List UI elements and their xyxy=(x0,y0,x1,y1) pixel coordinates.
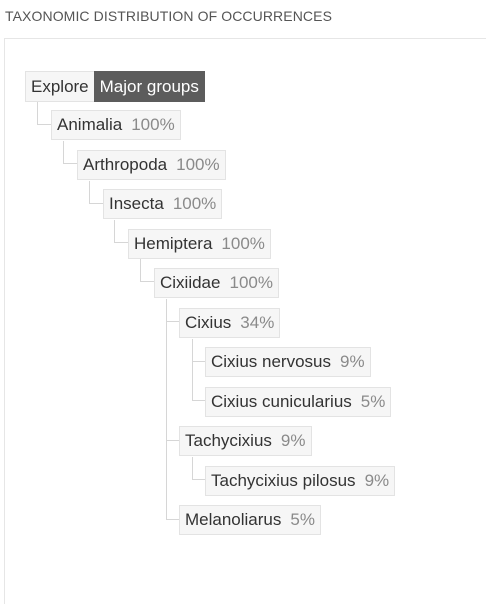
tree-connector xyxy=(192,479,206,480)
taxon-name: Insecta xyxy=(109,194,164,213)
taxon-node-cixius[interactable]: Cixius 34% xyxy=(179,308,281,338)
taxon-percent: 9% xyxy=(340,352,365,371)
tree-connector xyxy=(166,299,167,520)
taxon-name: Tachycixius xyxy=(185,431,272,450)
tree-connector xyxy=(37,102,38,124)
taxon-percent: 100% xyxy=(221,234,265,253)
tree-connector xyxy=(166,519,180,520)
taxon-percent: 100% xyxy=(229,273,273,292)
tree-connector xyxy=(114,220,115,242)
taxon-percent: 100% xyxy=(176,155,220,174)
tree-connector xyxy=(89,181,90,203)
tree-connector xyxy=(192,457,193,479)
taxon-node-insecta[interactable]: Insecta 100% xyxy=(103,189,223,219)
section-title: TAXONOMIC DISTRIBUTION OF OCCURRENCES xyxy=(5,8,333,24)
taxon-node-arthropoda[interactable]: Arthropoda 100% xyxy=(77,150,226,180)
taxon-name: Cixius xyxy=(185,313,232,332)
tree-connector xyxy=(37,124,51,125)
taxon-percent: 5% xyxy=(360,392,386,411)
taxon-name: Tachycixius pilosus xyxy=(211,471,356,490)
taxon-node-cixiidae[interactable]: Cixiidae 100% xyxy=(154,268,279,298)
taxon-name: Cixius cunicularius xyxy=(211,392,352,411)
tree-connector xyxy=(166,440,180,441)
taxon-name: Melanoliarus xyxy=(185,510,282,529)
taxon-percent: 9% xyxy=(364,471,390,490)
taxon-percent: 100% xyxy=(131,115,175,134)
taxon-node-hemiptera[interactable]: Hemiptera 100% xyxy=(128,229,271,259)
taxon-name: Cixius nervosus xyxy=(211,352,331,371)
tree-connector xyxy=(192,361,206,362)
tree-connector xyxy=(140,259,141,281)
tree-connector xyxy=(166,321,180,322)
taxonomy-card xyxy=(4,38,486,604)
taxon-node-tachycixius-pilosus[interactable]: Tachycixius pilosus 9% xyxy=(205,466,396,496)
tree-connector xyxy=(114,242,128,243)
taxon-node-cixius-nervosus[interactable]: Cixius nervosus 9% xyxy=(205,347,371,377)
taxon-percent: 9% xyxy=(280,431,306,450)
taxon-name: Cixiidae xyxy=(160,273,221,292)
taxon-node-cixius-cunicularius[interactable]: Cixius cunicularius 5% xyxy=(205,387,392,417)
taxon-percent: 5% xyxy=(290,510,315,529)
taxon-name: Arthropoda xyxy=(83,155,168,174)
taxon-percent: 34% xyxy=(240,313,275,332)
explore-switcher: Explore Major groups xyxy=(25,71,205,102)
taxon-node-tachycixius[interactable]: Tachycixius 9% xyxy=(179,426,312,456)
tree-connector xyxy=(63,141,64,163)
taxon-node-animalia[interactable]: Animalia 100% xyxy=(51,110,181,140)
tree-connector xyxy=(192,400,206,401)
tree-connector xyxy=(192,339,193,400)
major-groups-tab[interactable]: Major groups xyxy=(93,71,205,102)
tree-connector xyxy=(63,163,77,164)
taxon-name: Animalia xyxy=(57,115,123,134)
taxon-name: Hemiptera xyxy=(134,234,213,253)
tree-connector xyxy=(140,281,154,282)
taxon-node-melanoliarus[interactable]: Melanoliarus 5% xyxy=(179,505,321,535)
explore-label: Explore xyxy=(25,71,94,102)
taxon-percent: 100% xyxy=(172,194,217,213)
tree-connector xyxy=(89,203,103,204)
